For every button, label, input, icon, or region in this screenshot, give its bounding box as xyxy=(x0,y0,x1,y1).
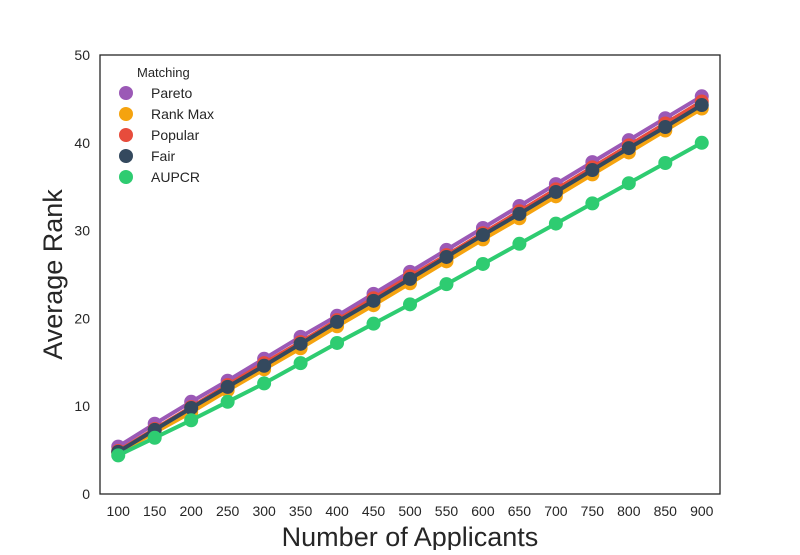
x-tick-label: 250 xyxy=(216,503,240,519)
data-point xyxy=(257,358,272,373)
x-tick-label: 700 xyxy=(544,503,568,519)
data-point xyxy=(658,155,673,170)
legend-label: Pareto xyxy=(151,85,192,101)
data-point xyxy=(403,271,417,286)
data-point xyxy=(366,316,381,331)
data-point xyxy=(512,206,527,221)
series-layer xyxy=(111,89,709,463)
series-aupcr xyxy=(111,135,709,463)
legend-marker xyxy=(119,86,133,100)
data-point xyxy=(403,297,417,312)
legend-marker xyxy=(119,128,133,142)
data-point xyxy=(439,249,454,264)
data-point xyxy=(512,236,527,251)
data-point xyxy=(585,196,600,211)
data-point xyxy=(621,141,636,156)
data-point xyxy=(439,277,454,292)
data-point xyxy=(548,216,563,231)
legend-label: Popular xyxy=(151,127,200,143)
data-point xyxy=(220,394,235,409)
data-point xyxy=(475,256,490,271)
plot-frame xyxy=(99,54,721,495)
data-point xyxy=(293,356,308,371)
axes: 100 150 200 250 300 350 400 450 500 550 600 650 700 7… xyxy=(38,47,721,552)
x-tick-label: 850 xyxy=(654,503,678,519)
legend-marker xyxy=(119,170,133,184)
y-tick-label: 30 xyxy=(74,223,90,239)
legend-label: Rank Max xyxy=(151,106,214,122)
x-tick-label: 450 xyxy=(362,503,386,519)
data-point xyxy=(694,98,709,113)
x-axis-title: Number of Applicants xyxy=(282,522,539,550)
data-point xyxy=(220,379,235,394)
x-tick-label: 900 xyxy=(690,503,714,519)
data-point xyxy=(694,135,709,150)
y-tick-label: 50 xyxy=(74,47,90,63)
y-tick-label: 10 xyxy=(74,398,90,414)
x-tick-label: 600 xyxy=(471,503,495,519)
data-point xyxy=(184,413,199,428)
y-tick-label: 0 xyxy=(82,486,90,502)
y-tick-label: 20 xyxy=(74,310,90,326)
x-tick-label: 200 xyxy=(179,503,203,519)
data-point xyxy=(111,448,126,463)
legend-marker xyxy=(119,149,133,163)
data-point xyxy=(293,336,308,351)
data-point xyxy=(257,376,272,391)
data-point xyxy=(330,335,345,350)
y-axis-title: Average Rank xyxy=(38,189,68,360)
legend-label: Fair xyxy=(151,148,175,164)
x-tick-label: 150 xyxy=(143,503,167,519)
x-tick-label: 800 xyxy=(617,503,641,519)
y-tick-label: 40 xyxy=(74,135,90,151)
data-point xyxy=(548,184,563,199)
data-point xyxy=(184,400,199,415)
legend: Matching Pareto Rank Max Popular Fair AUPCR xyxy=(119,65,214,185)
legend-title: Matching xyxy=(137,65,190,80)
legend-marker xyxy=(119,107,133,121)
data-point xyxy=(621,176,636,191)
x-tick-label: 550 xyxy=(435,503,459,519)
x-tick-label: 400 xyxy=(325,503,349,519)
x-tick-label: 500 xyxy=(398,503,422,519)
data-point xyxy=(658,119,673,134)
x-tick-label: 300 xyxy=(252,503,276,519)
x-tick-label: 750 xyxy=(581,503,605,519)
x-tick-label: 350 xyxy=(289,503,313,519)
data-point xyxy=(475,227,490,242)
x-tick-label: 100 xyxy=(107,503,131,519)
data-point xyxy=(585,163,600,178)
x-tick-label: 650 xyxy=(508,503,532,519)
legend-label: AUPCR xyxy=(151,169,200,185)
data-point xyxy=(366,293,381,308)
data-point xyxy=(330,314,345,329)
data-point xyxy=(147,430,162,445)
